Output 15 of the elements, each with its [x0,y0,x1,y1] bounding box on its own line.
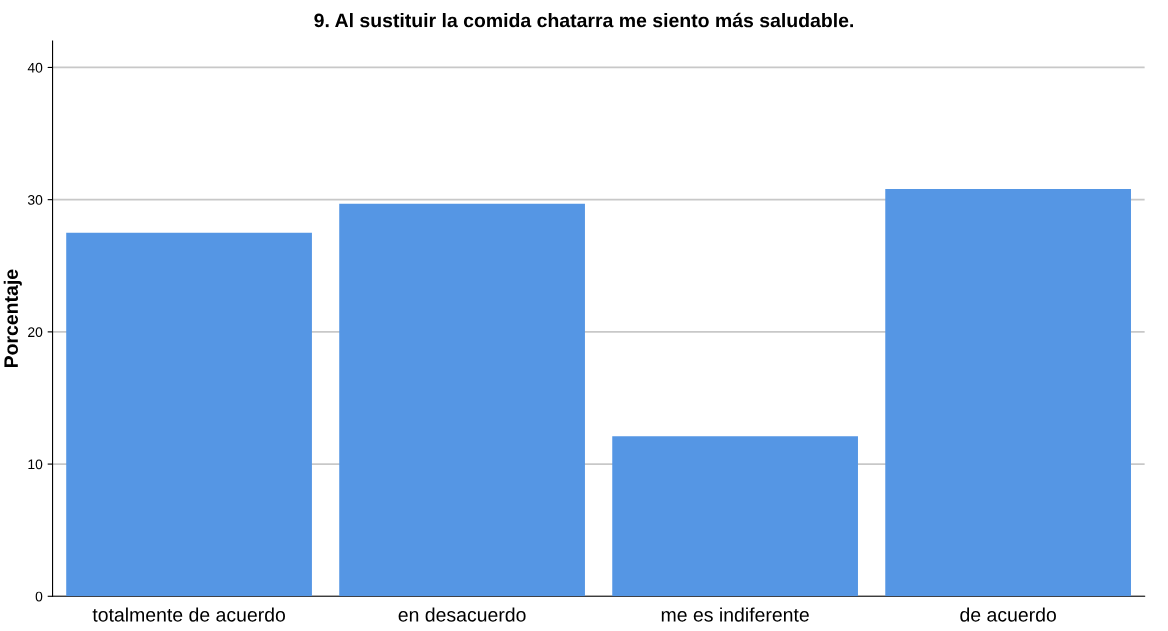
x-tick-label: en desacuerdo [398,607,526,622]
chart-title: 9. Al sustituir la comida chatarra me siento más saludable. [314,12,854,28]
x-tick-label: de acuerdo [960,607,1056,622]
bar [66,232,312,597]
y-tick-label: 30 [27,195,43,205]
bar [339,203,585,597]
x-tick-label: me es indiferente [661,607,809,622]
y-axis-title: Porcentaje [3,269,22,368]
bar [885,189,1131,597]
y-tick-label: 20 [28,327,43,338]
y-tick-label: 40 [27,62,43,73]
y-tick-label: 0 [35,591,43,602]
bar [612,436,858,597]
x-tick-label: totalmente de acuerdo [92,607,286,622]
y-tick-label: 10 [28,459,43,470]
